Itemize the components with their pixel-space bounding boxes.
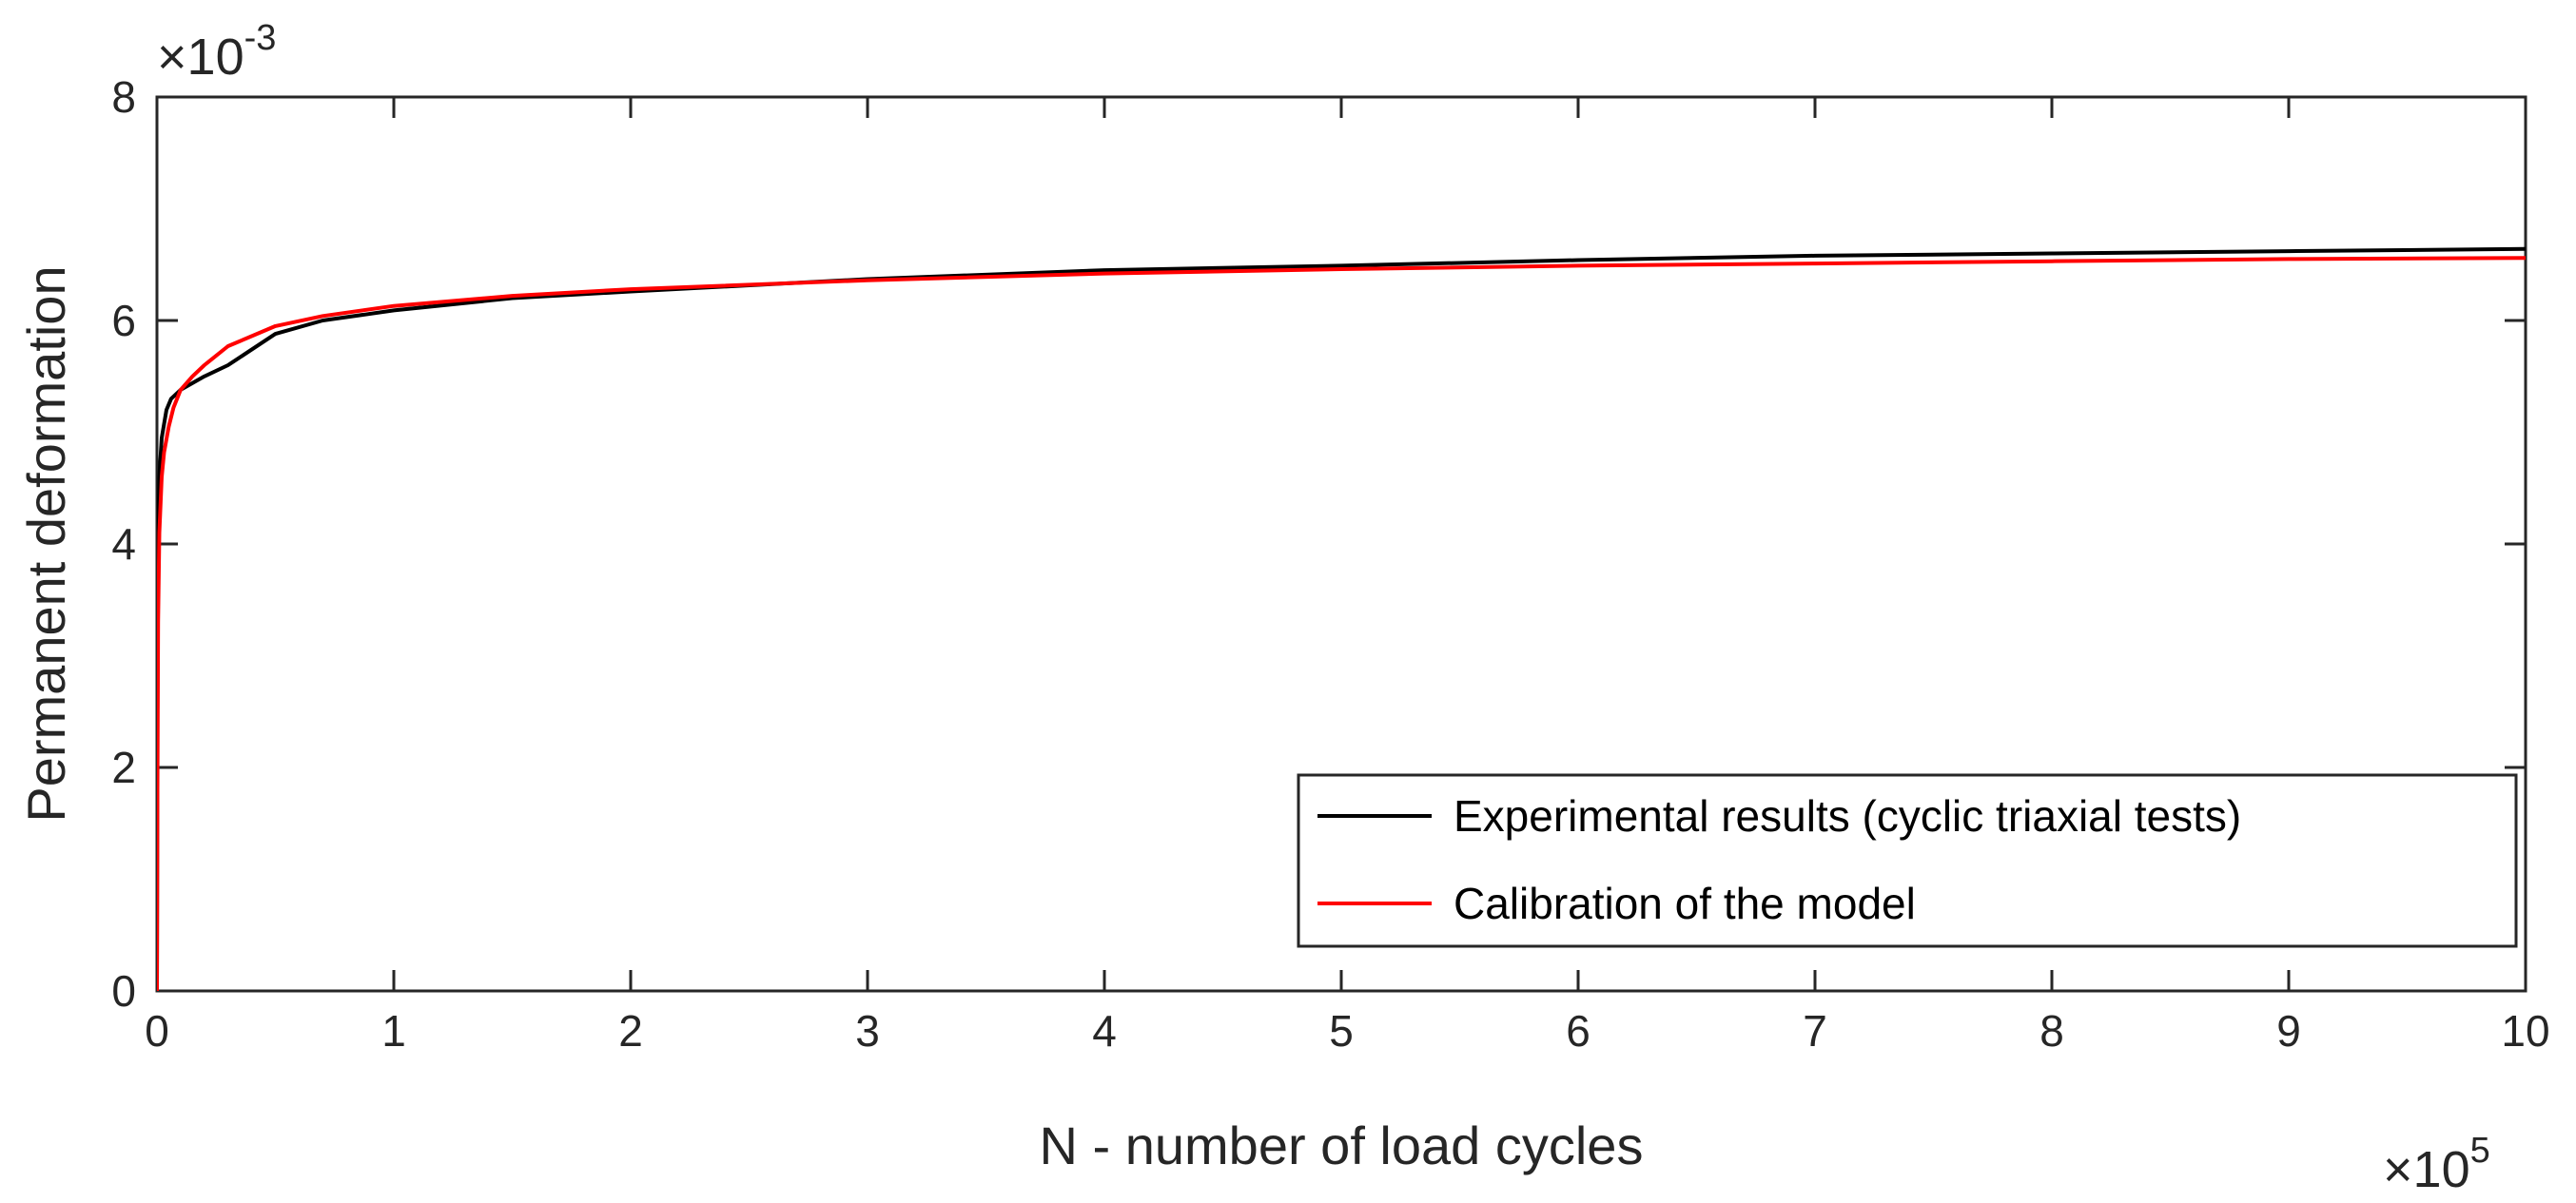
y-tick-label: 8 — [111, 72, 136, 122]
x-tick-label: 3 — [855, 1006, 880, 1056]
legend-box — [1297, 773, 2518, 948]
legend-label-calibration: Calibration of the model — [1454, 879, 1916, 928]
series-lines — [157, 246, 2526, 991]
y-tick-label: 0 — [111, 966, 136, 1016]
legend-label-experimental: Experimental results (cyclic triaxial te… — [1454, 791, 2241, 841]
x-tick-label: 9 — [2276, 1006, 2301, 1056]
y-exponent-label: ×10-3 — [157, 18, 276, 86]
y-axis-ticks: 0 2 4 6 8 — [111, 72, 2526, 1016]
x-tick-label: 8 — [2039, 1006, 2064, 1056]
x-tick-label: 4 — [1092, 1006, 1117, 1056]
x-tick-label: 0 — [145, 1006, 169, 1056]
legend: Experimental results (cyclic triaxial te… — [1297, 773, 2518, 948]
x-tick-label: 2 — [618, 1006, 643, 1056]
y-tick-label: 6 — [111, 296, 136, 345]
x-exponent-label: ×105 — [2383, 1131, 2490, 1198]
x-tick-label: 10 — [2501, 1006, 2549, 1056]
x-tick-label: 5 — [1329, 1006, 1354, 1056]
x-axis-label: N - number of load cycles — [1040, 1116, 1644, 1175]
series-line-experimental — [157, 246, 2526, 991]
x-axis-ticks: 0 1 2 3 4 5 6 7 8 9 10 — [145, 97, 2550, 1056]
y-tick-label: 4 — [111, 519, 136, 569]
x-tick-label: 7 — [1803, 1006, 1827, 1056]
x-tick-label: 1 — [381, 1006, 406, 1056]
y-tick-label: 2 — [111, 743, 136, 792]
y-axis-label: Permanent deformation — [16, 265, 76, 822]
x-tick-label: 6 — [1566, 1006, 1590, 1056]
series-line-calibration — [157, 256, 2526, 991]
